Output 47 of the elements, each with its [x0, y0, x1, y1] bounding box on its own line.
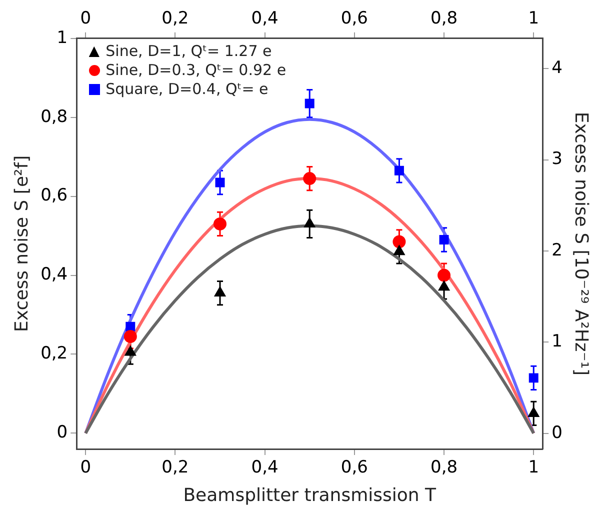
x-tick-label: 0,8	[430, 458, 458, 478]
point	[304, 98, 314, 108]
point	[303, 172, 316, 186]
y-axis-title: Excess noise S [e²f]	[11, 155, 32, 332]
x2-tick-label: 0,2	[162, 8, 189, 29]
point	[528, 406, 540, 417]
point	[126, 322, 136, 332]
y2-tick-label: 3	[552, 149, 562, 170]
y-tick-label: 0	[56, 422, 68, 443]
y-tick-label: 0,6	[40, 186, 68, 206]
y2-axis-title: Excess noise S [10⁻²⁹ A²Hz⁻¹]	[570, 112, 592, 376]
point	[438, 280, 450, 291]
point	[214, 217, 227, 230]
y-tick-label: 0,2	[40, 344, 68, 364]
y2-tick-label: 2	[552, 240, 562, 260]
point	[215, 178, 225, 188]
x2-tick-label: 0	[80, 8, 92, 29]
x-tick-label: 0,4	[251, 458, 278, 478]
x2-tick-label: 0,8	[430, 8, 458, 29]
point	[394, 245, 405, 256]
x2-tick-label: 0,6	[340, 8, 368, 29]
x-tick-label: 0,2	[162, 458, 189, 478]
y-tick-label: 1	[56, 28, 68, 48]
point	[124, 330, 137, 343]
point	[394, 166, 404, 176]
point	[439, 235, 449, 244]
y2-tick-label: 1	[552, 332, 562, 352]
x2-tick-label: 0,4	[251, 8, 278, 29]
y2-tick-label: 0	[552, 422, 562, 443]
point	[304, 217, 316, 228]
y2-tick-label: 4	[552, 58, 562, 78]
x-axis-title: Beamsplitter transmission T	[183, 484, 438, 506]
x2-tick-label: 1	[528, 8, 540, 29]
point	[528, 373, 538, 383]
point	[124, 346, 136, 356]
point	[214, 286, 226, 297]
x-tick-label: 0,6	[340, 458, 368, 478]
legend-label: Sine, D=0.3, Qᵗ= 0.92 e	[106, 61, 286, 80]
point	[392, 235, 406, 248]
y-tick-label: 0,4	[40, 264, 68, 285]
legend-label: Sine, D=1, Qᵗ= 1.27 e	[106, 42, 272, 62]
x-tick-label: 1	[528, 458, 540, 478]
line-series	[84, 118, 536, 435]
point	[438, 268, 451, 282]
y-tick-label: 0,8	[40, 106, 68, 127]
legend-label: Square, D=0.4, Qᵗ= e	[106, 80, 268, 100]
x-tick-label: 0	[80, 458, 92, 478]
